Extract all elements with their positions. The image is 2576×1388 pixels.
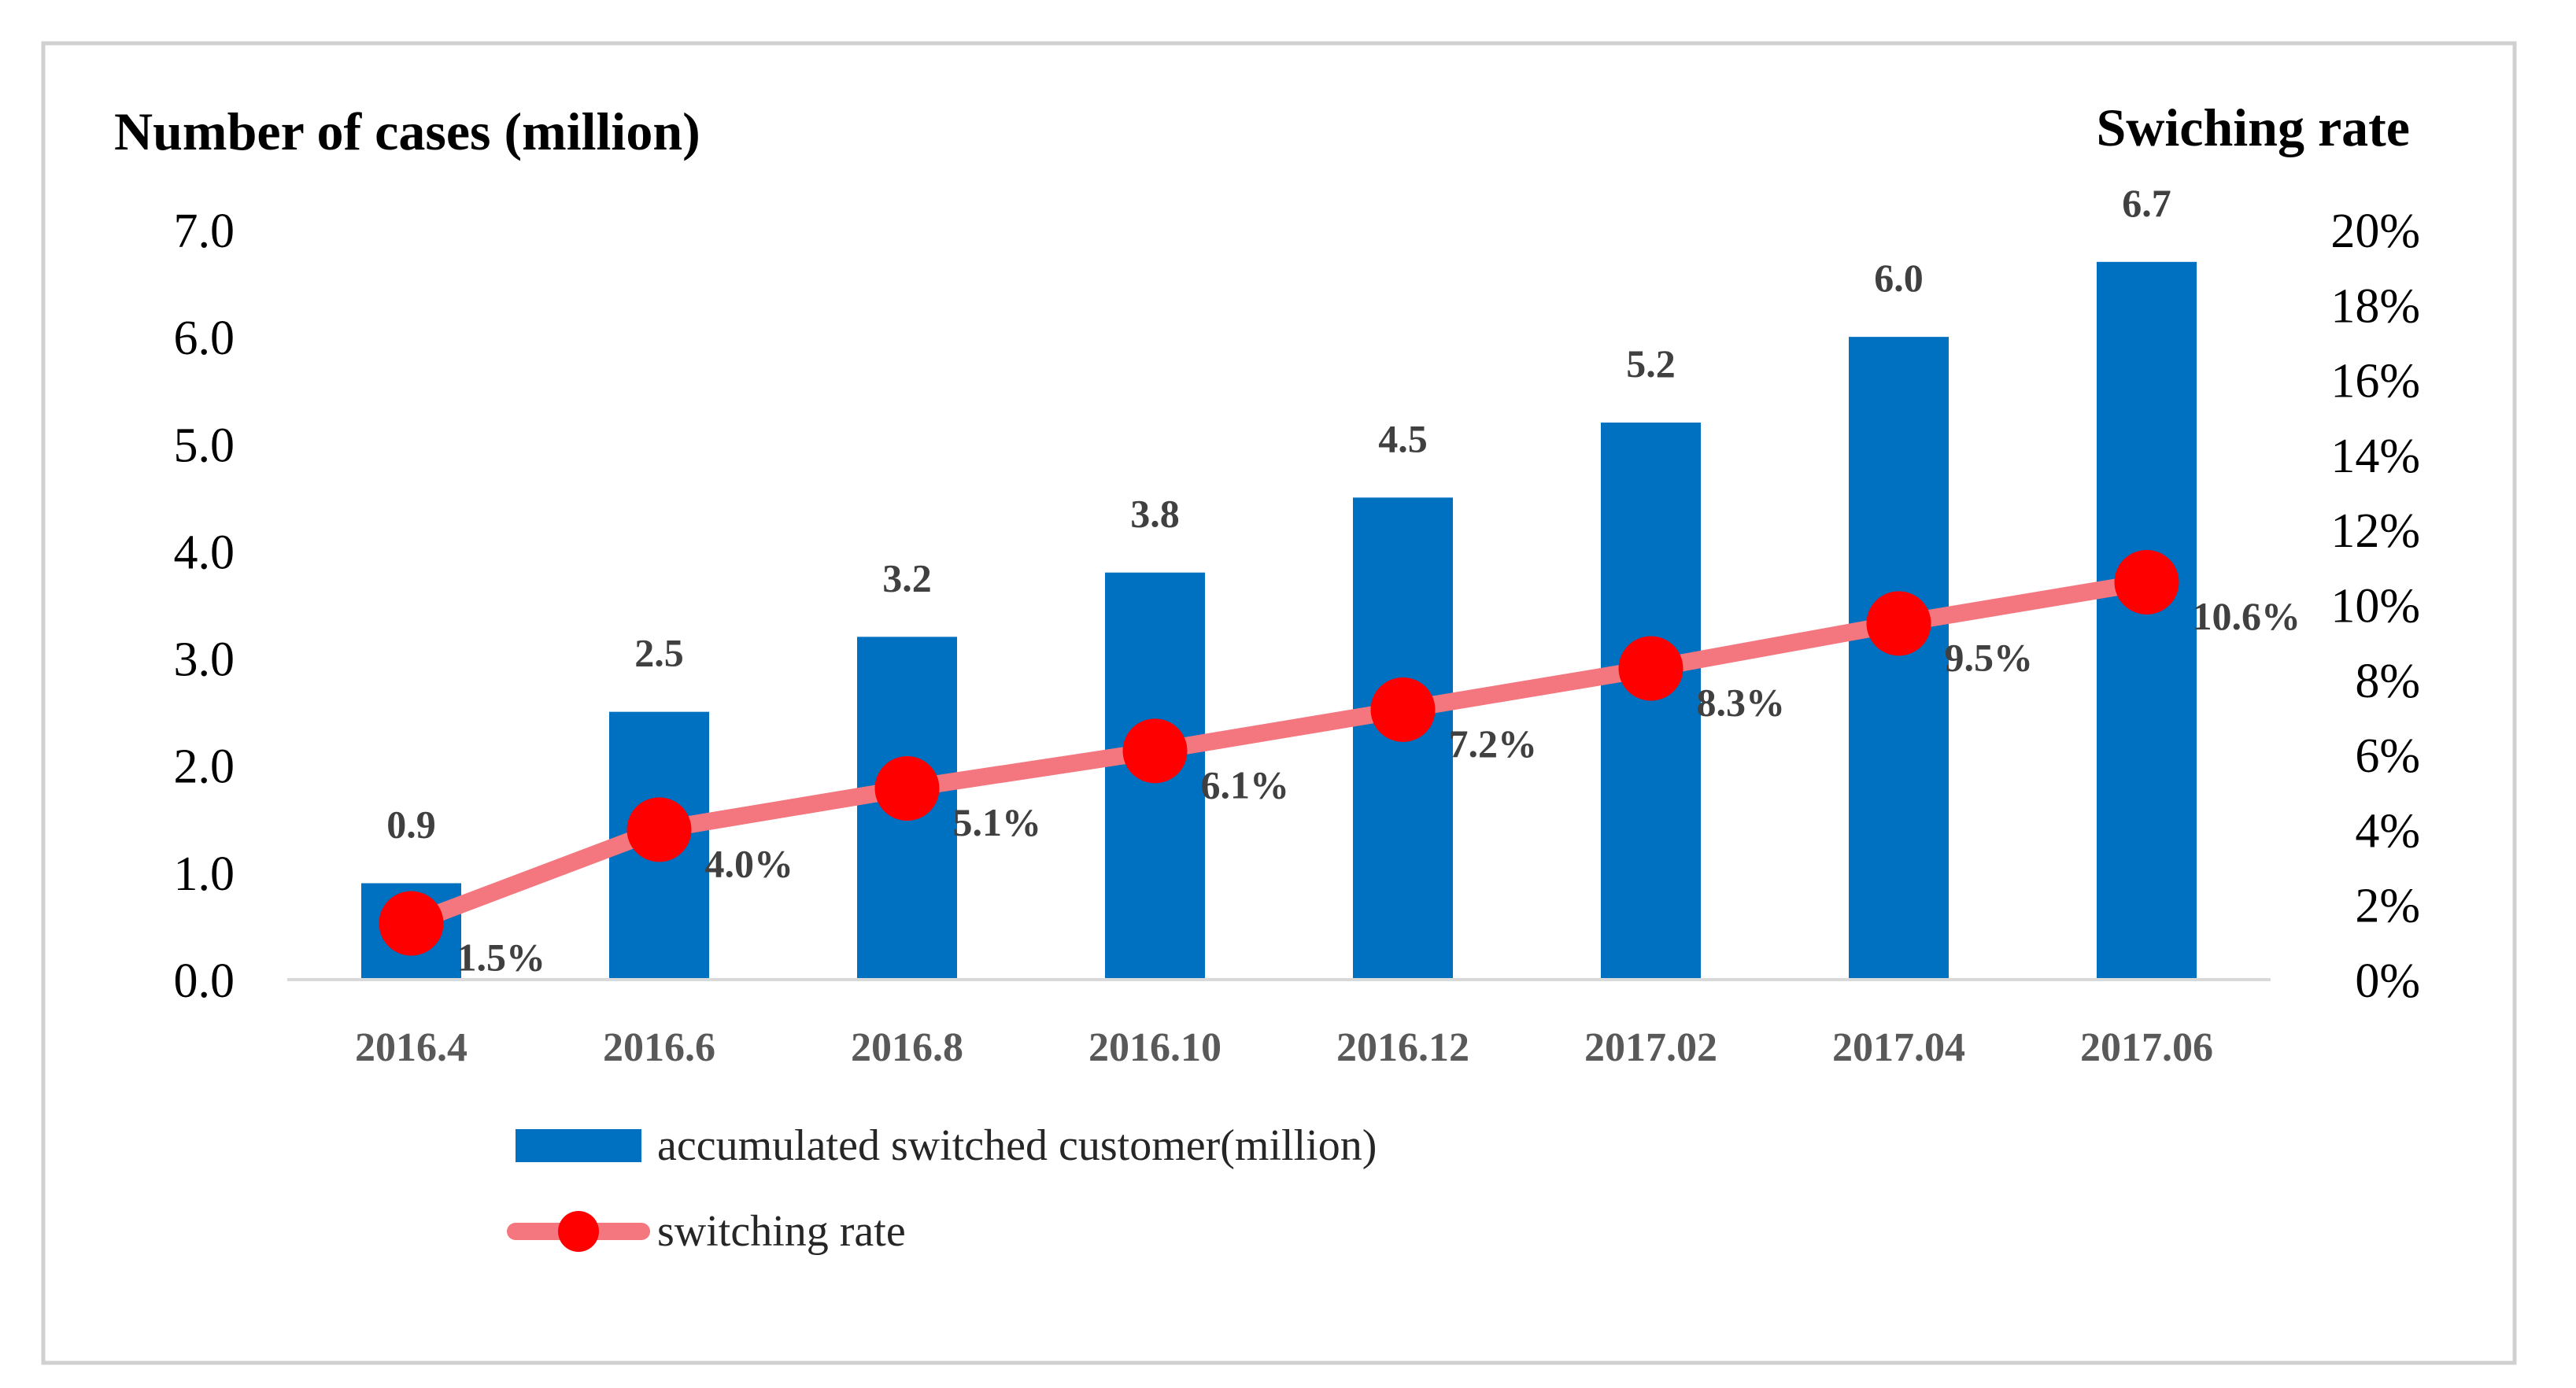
- bar-value-label: 4.5: [1378, 416, 1428, 460]
- legend-swatch-bars: [516, 1129, 641, 1162]
- rate-marker: [1122, 718, 1188, 784]
- rate-value-label: 5.1%: [953, 800, 1042, 844]
- x-tick-label: 2016.8: [851, 1025, 963, 1070]
- x-tick-label: 2016.4: [355, 1025, 468, 1070]
- bar-value-label: 6.7: [2122, 181, 2171, 225]
- rate-value-label: 6.1%: [1201, 762, 1290, 807]
- x-tick-label: 2017.04: [1832, 1025, 1965, 1070]
- bar-value-label: 3.8: [1130, 492, 1180, 536]
- y-tick-label: 5.0: [174, 419, 235, 472]
- y2-tick-label: 0%: [2355, 954, 2420, 1008]
- rate-marker: [379, 891, 444, 956]
- x-tick-label: 2017.02: [1584, 1025, 1717, 1070]
- legend-swatch-marker: [558, 1211, 599, 1252]
- rate-value-label: 1.5%: [457, 936, 546, 980]
- y-tick-label: 7.0: [174, 205, 235, 258]
- x-tick-label: 2016.6: [603, 1025, 715, 1070]
- bar: [1601, 423, 1701, 980]
- legend-label-bars: accumulated switched customer(million): [657, 1121, 1377, 1170]
- rate-value-label: 4.0%: [705, 841, 794, 885]
- bar-value-label: 0.9: [386, 802, 436, 846]
- y2-tick-label: 18%: [2330, 279, 2420, 333]
- bar-value-label: 5.2: [1626, 341, 1676, 386]
- y2-tick-label: 20%: [2330, 205, 2420, 258]
- bar-value-label: 2.5: [634, 631, 684, 675]
- rate-value-label: 8.3%: [1697, 681, 1786, 725]
- y2-tick-label: 14%: [2330, 430, 2420, 483]
- x-tick-label: 2017.06: [2080, 1025, 2213, 1070]
- y2-tick-label: 8%: [2355, 655, 2420, 708]
- legend-item-bars: accumulated switched customer(million): [516, 1121, 1377, 1170]
- y2-tick-label: 16%: [2330, 355, 2420, 408]
- bar: [1849, 337, 1949, 980]
- bar-value-label: 6.0: [1874, 256, 1924, 300]
- rate-value-label: 9.5%: [1945, 635, 2034, 679]
- bar: [2097, 261, 2197, 980]
- y-tick-label: 2.0: [174, 740, 235, 794]
- legend-item-line: switching rate: [507, 1207, 906, 1256]
- x-tick-label: 2016.12: [1336, 1025, 1469, 1070]
- rate-marker: [874, 755, 940, 821]
- y-tick-label: 6.0: [174, 312, 235, 365]
- rate-marker: [1866, 591, 1931, 656]
- y-tick-label: 3.0: [174, 633, 235, 687]
- rate-series-line: [402, 573, 2156, 932]
- legend-label-line: switching rate: [657, 1207, 906, 1256]
- legend: accumulated switched customer(million) s…: [507, 1121, 1377, 1256]
- rate-value-label: 7.2%: [1449, 722, 1538, 766]
- y-axis-title: Number of cases (million): [114, 102, 700, 161]
- y2-tick-label: 10%: [2330, 580, 2420, 633]
- rate-marker: [1370, 677, 1436, 742]
- y2-tick-label: 2%: [2355, 880, 2420, 933]
- y2-tick-label: 4%: [2355, 804, 2420, 858]
- y-tick-label: 1.0: [174, 847, 235, 901]
- rate-marker: [2114, 549, 2179, 615]
- y2-axis-title: Swiching rate: [2096, 98, 2410, 157]
- y2-tick-label: 6%: [2355, 729, 2420, 783]
- y-tick-label: 4.0: [174, 526, 235, 579]
- y2-tick-label: 12%: [2330, 504, 2420, 558]
- x-tick-label: 2016.10: [1088, 1025, 1221, 1070]
- bar-value-label: 3.2: [882, 556, 932, 600]
- y-tick-label: 0.0: [174, 954, 235, 1008]
- rate-marker: [1618, 636, 1683, 701]
- rate-value-label: 10.6%: [2193, 594, 2301, 638]
- rate-marker: [626, 797, 692, 862]
